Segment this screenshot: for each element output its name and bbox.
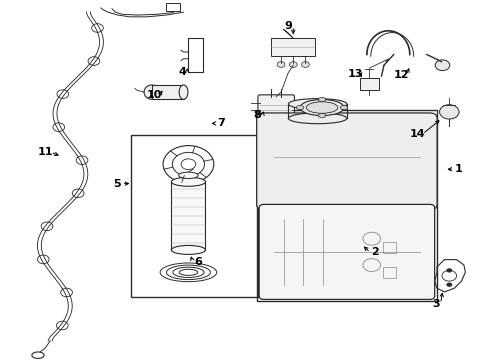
Circle shape <box>446 268 451 273</box>
Bar <box>359 78 378 90</box>
Ellipse shape <box>300 99 343 116</box>
Ellipse shape <box>318 97 325 102</box>
FancyBboxPatch shape <box>259 204 434 300</box>
Text: 9: 9 <box>284 21 292 31</box>
Text: 13: 13 <box>347 69 363 79</box>
Text: 3: 3 <box>431 299 439 309</box>
Bar <box>271 39 315 56</box>
Bar <box>188 39 203 72</box>
Ellipse shape <box>288 113 346 124</box>
FancyBboxPatch shape <box>256 113 436 210</box>
Text: 10: 10 <box>147 90 162 100</box>
Bar <box>166 3 180 11</box>
Text: 11: 11 <box>38 147 53 157</box>
Bar <box>152 85 183 99</box>
Bar <box>256 111 436 301</box>
Text: 14: 14 <box>409 129 425 139</box>
Circle shape <box>446 283 451 287</box>
Bar <box>131 135 258 297</box>
Text: 7: 7 <box>217 118 225 128</box>
Circle shape <box>439 105 458 119</box>
Text: 4: 4 <box>178 67 185 77</box>
Ellipse shape <box>296 105 303 110</box>
Ellipse shape <box>318 113 325 118</box>
Text: 12: 12 <box>393 70 408 80</box>
Ellipse shape <box>305 102 337 113</box>
Text: 5: 5 <box>113 179 121 189</box>
Ellipse shape <box>340 105 347 110</box>
Ellipse shape <box>171 177 205 186</box>
Bar <box>171 182 205 250</box>
Text: 2: 2 <box>370 247 378 257</box>
Text: 6: 6 <box>193 257 201 267</box>
Ellipse shape <box>171 246 205 255</box>
Text: 8: 8 <box>253 111 261 121</box>
Circle shape <box>434 60 449 71</box>
Bar <box>383 242 395 253</box>
Bar <box>383 267 395 278</box>
Ellipse shape <box>288 99 346 109</box>
Text: 1: 1 <box>454 164 462 174</box>
Circle shape <box>277 62 285 67</box>
FancyBboxPatch shape <box>257 95 294 118</box>
Ellipse shape <box>178 172 198 179</box>
Ellipse shape <box>179 85 187 99</box>
Ellipse shape <box>144 85 159 99</box>
Circle shape <box>301 62 309 67</box>
Circle shape <box>289 62 297 67</box>
